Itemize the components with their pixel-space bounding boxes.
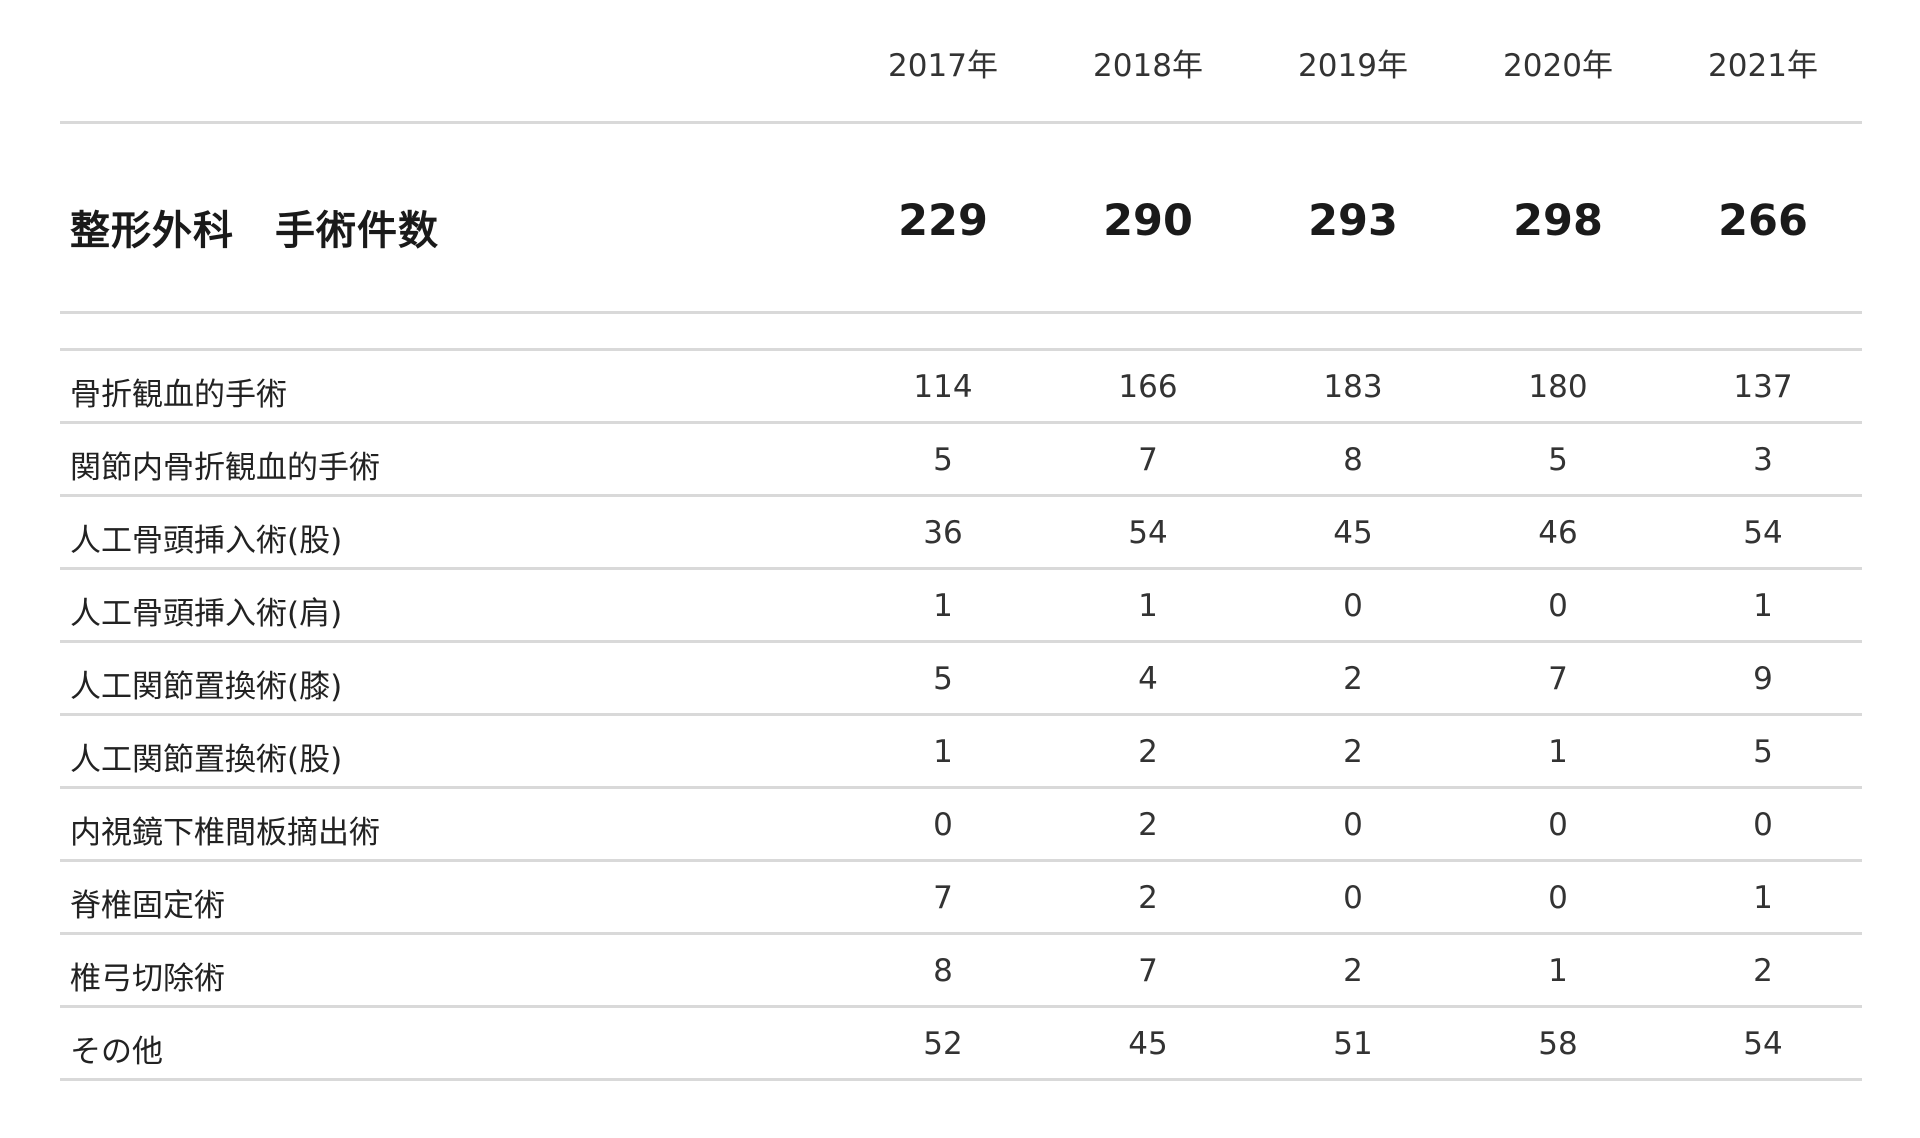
count-cell: 0 (1343, 807, 1363, 843)
count-cell: 45 (1333, 515, 1373, 551)
count-cell: 166 (1118, 369, 1178, 405)
table-row: 人工骨頭挿入術(肩) 1 1 0 0 1 (0, 570, 1920, 643)
procedure-label: 骨折観血的手術 (70, 377, 287, 413)
count-cell: 137 (1733, 369, 1793, 405)
count-cell: 2 (1138, 880, 1158, 916)
count-cell: 5 (1548, 442, 1568, 478)
year-header-cell: 2019年 (1298, 48, 1408, 84)
count-cell: 4 (1138, 661, 1158, 697)
count-cell: 5 (1753, 734, 1773, 770)
count-cell: 1 (933, 588, 953, 624)
count-cell: 7 (1138, 442, 1158, 478)
procedure-label: 人工骨頭挿入術(肩) (70, 596, 343, 632)
row-divider (60, 421, 1862, 424)
year-header-cell: 2018年 (1093, 48, 1203, 84)
year-header-cell: 2020年 (1503, 48, 1613, 84)
count-cell: 0 (1343, 588, 1363, 624)
count-cell: 2 (1138, 734, 1158, 770)
count-cell: 52 (923, 1026, 963, 1062)
count-cell: 2 (1343, 661, 1363, 697)
row-divider (60, 859, 1862, 862)
count-cell: 0 (933, 807, 953, 843)
total-value: 293 (1308, 196, 1398, 246)
count-cell: 2 (1138, 807, 1158, 843)
count-cell: 1 (1138, 588, 1158, 624)
row-divider (60, 1005, 1862, 1008)
count-cell: 2 (1343, 953, 1363, 989)
table-row: 椎弓切除術 8 7 2 1 2 (0, 935, 1920, 1008)
count-cell: 7 (1138, 953, 1158, 989)
total-value: 290 (1103, 196, 1193, 246)
table-row: 内視鏡下椎間板摘出術 0 2 0 0 0 (0, 789, 1920, 862)
count-cell: 183 (1323, 369, 1383, 405)
row-divider (60, 713, 1862, 716)
total-value: 298 (1513, 196, 1603, 246)
count-cell: 0 (1753, 807, 1773, 843)
row-divider (60, 932, 1862, 935)
procedure-label: その他 (70, 1034, 163, 1070)
table-row: 人工関節置換術(股) 1 2 2 1 5 (0, 716, 1920, 789)
total-label: 整形外科 手術件数 (70, 208, 439, 254)
row-divider (60, 640, 1862, 643)
table-row: 人工関節置換術(膝) 5 4 2 7 9 (0, 643, 1920, 716)
procedure-label: 内視鏡下椎間板摘出術 (70, 815, 380, 851)
total-divider (60, 311, 1862, 314)
count-cell: 1 (1548, 734, 1568, 770)
procedure-label: 関節内骨折観血的手術 (70, 450, 380, 486)
count-cell: 54 (1743, 1026, 1783, 1062)
count-cell: 0 (1343, 880, 1363, 916)
row-divider (60, 1078, 1862, 1081)
count-cell: 0 (1548, 807, 1568, 843)
procedure-label: 脊椎固定術 (70, 888, 225, 924)
count-cell: 1 (933, 734, 953, 770)
count-cell: 58 (1538, 1026, 1578, 1062)
count-cell: 54 (1128, 515, 1168, 551)
count-cell: 9 (1753, 661, 1773, 697)
count-cell: 54 (1743, 515, 1783, 551)
count-cell: 5 (933, 442, 953, 478)
table-row: 人工骨頭挿入術(股) 36 54 45 46 54 (0, 497, 1920, 570)
year-header-cell: 2017年 (888, 48, 998, 84)
procedure-label: 人工関節置換術(股) (70, 742, 343, 778)
table-row: その他 52 45 51 58 54 (0, 1008, 1920, 1081)
count-cell: 114 (913, 369, 973, 405)
count-cell: 1 (1753, 880, 1773, 916)
count-cell: 5 (933, 661, 953, 697)
count-cell: 51 (1333, 1026, 1373, 1062)
count-cell: 1 (1753, 588, 1773, 624)
procedure-label: 人工骨頭挿入術(股) (70, 523, 343, 559)
row-divider (60, 494, 1862, 497)
count-cell: 8 (1343, 442, 1363, 478)
procedure-label: 椎弓切除術 (70, 961, 225, 997)
table-row: 関節内骨折観血的手術 5 7 8 5 3 (0, 424, 1920, 497)
count-cell: 0 (1548, 880, 1568, 916)
count-cell: 1 (1548, 953, 1568, 989)
year-header-cell: 2021年 (1708, 48, 1818, 84)
count-cell: 0 (1548, 588, 1568, 624)
count-cell: 2 (1343, 734, 1363, 770)
count-cell: 2 (1753, 953, 1773, 989)
table-row: 脊椎固定術 7 2 0 0 1 (0, 862, 1920, 935)
count-cell: 3 (1753, 442, 1773, 478)
count-cell: 7 (1548, 661, 1568, 697)
row-divider (60, 786, 1862, 789)
total-value: 229 (898, 196, 988, 246)
count-cell: 46 (1538, 515, 1578, 551)
row-divider (60, 567, 1862, 570)
count-cell: 45 (1128, 1026, 1168, 1062)
count-cell: 8 (933, 953, 953, 989)
header-divider (60, 121, 1862, 124)
total-value: 266 (1718, 196, 1808, 246)
count-cell: 36 (923, 515, 963, 551)
table-row: 骨折観血的手術 114 166 183 180 137 (0, 351, 1920, 424)
procedure-label: 人工関節置換術(膝) (70, 669, 343, 705)
count-cell: 180 (1528, 369, 1588, 405)
section-divider (60, 348, 1862, 351)
count-cell: 7 (933, 880, 953, 916)
